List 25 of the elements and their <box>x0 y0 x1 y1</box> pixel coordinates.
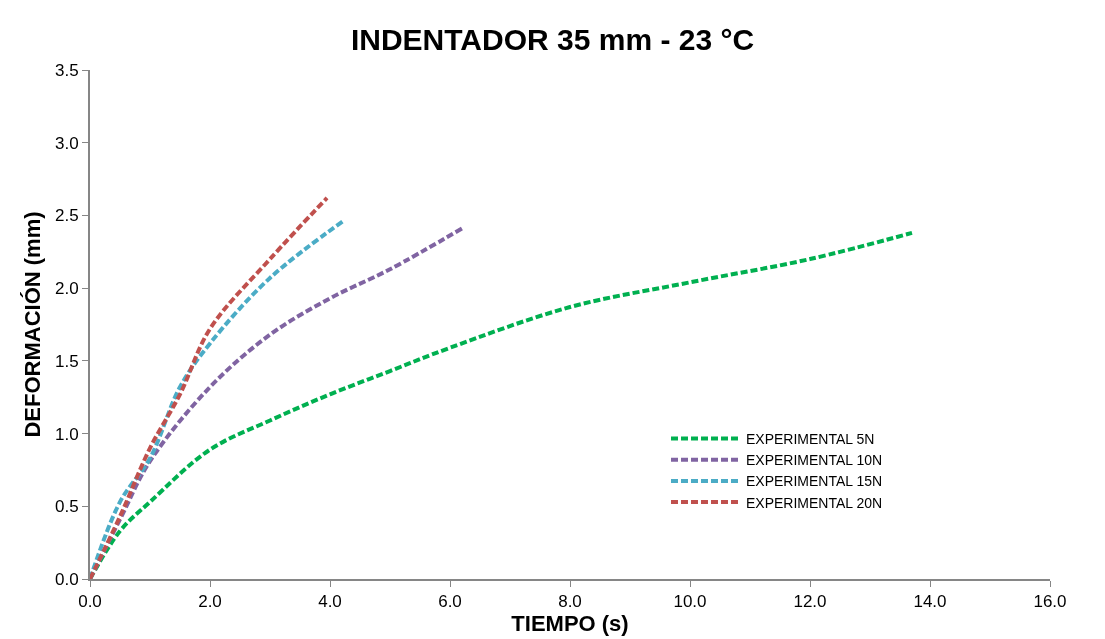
x-tick-label: 2.0 <box>198 592 222 612</box>
y-axis-title: DEFORMACIÓN (mm) <box>20 211 46 438</box>
x-tick-label: 12.0 <box>793 592 827 612</box>
x-tick-label: 0.0 <box>78 592 102 612</box>
x-tick-label: 10.0 <box>673 592 707 612</box>
x-axis-title: TIEMPO (s) <box>511 611 629 637</box>
y-tick-label: 2.5 <box>54 206 79 226</box>
chart-title: INDENTADOR 35 mm - 23 °C <box>350 22 755 56</box>
y-tick-label: 1.5 <box>54 351 79 371</box>
y-tick-label: 0.0 <box>54 569 79 589</box>
line-series <box>90 230 914 579</box>
y-tick-label: 3.0 <box>54 133 79 153</box>
legend-label: EXPERIMENTAL 15N <box>746 473 883 490</box>
x-tick-label: 14.0 <box>913 592 947 612</box>
legend-label: EXPERIMENTAL 5N <box>746 430 875 447</box>
x-tick-label: 8.0 <box>558 592 582 612</box>
x-tick-label: 6.0 <box>438 592 462 612</box>
legend-label: EXPERIMENTAL 10N <box>746 452 883 469</box>
x-tick-label: 4.0 <box>318 592 342 612</box>
legend-label: EXPERIMENTAL 20N <box>746 494 883 511</box>
y-tick-label: 1.0 <box>54 424 79 444</box>
x-tick-label: 16.0 <box>1033 592 1067 612</box>
y-tick-label: 0.5 <box>54 497 79 517</box>
y-tick-label: 3.5 <box>54 60 79 80</box>
y-tick-label: 2.0 <box>54 279 79 299</box>
